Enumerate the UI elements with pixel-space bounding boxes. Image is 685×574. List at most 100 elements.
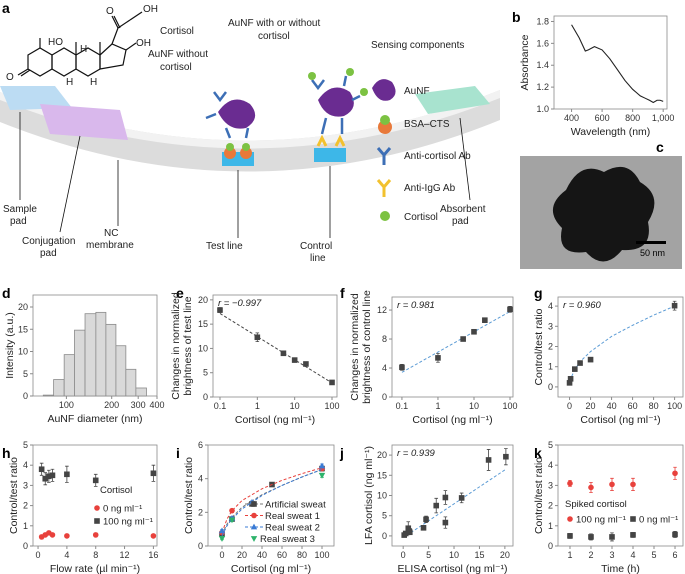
conjugation-pad-label: Conjugation [22,236,75,247]
nc-membrane-label: membrane [86,240,134,251]
x-tick-label: 40 [607,401,617,411]
atom-label: H [80,44,87,55]
panel-label-d: d [2,285,11,301]
plot-frame [207,444,335,547]
atom-label: O [106,6,114,17]
y-tick-label: 5 [548,440,553,450]
nc-membrane-label: NC [104,228,118,239]
x-tick-label: 800 [625,113,640,123]
x-tick-label: 1 [255,401,260,411]
legend-label: Real sweat 1 [265,511,320,522]
data-point [329,379,335,386]
y-tick-label: 3 [548,321,553,331]
x-tick-label: 100 [503,401,518,411]
legend-label: Artificial sweat [265,500,326,511]
x-tick-label: 0 [567,401,572,411]
y-tick-label: 0 [382,531,387,541]
x-tick-label: 1 [567,550,572,560]
plot-frame [32,444,158,547]
data-point [672,470,678,477]
x-tick-label: 60 [628,401,638,411]
x-tick-label: 20 [500,550,510,560]
y-tick-label: 15 [198,319,208,329]
x-axis-label: Cortisol (ng ml⁻¹) [231,563,311,574]
y-tick-label: 5 [203,368,208,378]
y-tick-label: 12 [377,305,387,315]
y-axis-label: Absorbance [519,34,531,90]
fit-line [219,313,333,384]
cortisol-structure [17,11,143,77]
tem-panel: c 50 nm [520,139,682,269]
x-tick-label: 600 [595,113,610,123]
anti-igg-ab-icon [376,179,392,197]
y-tick-label: 6 [198,440,203,450]
x-tick-label: 0 [401,550,406,560]
x-tick-label: 40 [257,550,267,560]
y-tick-label: 15 [377,470,387,480]
y-tick-label: 0 [203,392,208,402]
y-tick-label: 4 [382,363,387,373]
panel-label-f: f [340,285,345,301]
data-point [567,480,573,487]
data-point [609,534,615,540]
x-tick-label: 16 [148,550,158,560]
x-tick-label: 100 [324,401,339,411]
component-label: Anti-cortisol Ab [404,151,471,162]
panel-label-b: b [512,9,521,25]
data-point [254,334,261,341]
data-point [92,477,99,484]
sample-pad-label: Sample [3,204,37,215]
y-tick-label: 1.6 [536,38,549,48]
legend-marker [630,516,636,522]
data-point [587,356,594,363]
y-tick-label: 0 [548,382,553,392]
data-point [399,364,405,371]
aunf-with-label: cortisol [258,31,290,42]
bar [135,387,147,397]
panel-label-c: c [656,139,664,155]
atom-label: OH [136,38,151,49]
series-0 [217,307,335,386]
data-point [630,481,636,488]
y-tick-label: 1.2 [536,82,549,92]
x-tick-label: 60 [277,550,287,560]
panel-label-e: e [176,285,184,301]
y-axis-label: Intensity (a.u.) [4,312,16,379]
y-tick-label: 15 [18,324,28,334]
y-tick-label: 0 [198,541,203,551]
molecule-name: Cortisol [160,26,194,37]
x-tick-label: 20 [237,550,247,560]
aunf-without-label: AuNF without [148,49,208,60]
data-point [507,306,513,313]
data-point [588,534,594,540]
control-line-label: line [310,253,326,264]
test-line-complex [205,91,256,159]
conjugation-pad [40,104,128,140]
bar [105,323,117,397]
chart-b: b 400 600 800 1,000 1.0 1.2 1.4 1.6 1.8 Wavelength… [512,9,674,138]
x-tick-label: 0 [219,550,224,560]
x-tick-label: 5 [426,550,431,560]
y-tick-label: 10 [198,343,208,353]
panel-label-a: a [2,0,10,16]
series-0 [42,311,147,397]
legend-label: Real sweat 3 [260,534,315,545]
x-tick-label: 0.1 [396,401,409,411]
x-tick-label: 10 [290,401,300,411]
data-point [423,516,429,523]
data-point [433,502,440,509]
plot-frame [391,296,514,398]
absorbent-pad-label: pad [452,216,469,227]
data-point [458,495,465,501]
y-tick-label: 5 [23,369,28,379]
atom-label: HO [48,37,63,48]
y-axis-label: Control/test ratio [8,457,20,534]
test-line-label: Test line [206,241,243,252]
y-axis-label: Control/test ratio [533,457,545,534]
sensing-components-title: Sensing components [371,40,464,51]
component-label: BSA–CTS [404,119,450,130]
atom-label: H [66,77,73,88]
series-0 [571,24,664,104]
